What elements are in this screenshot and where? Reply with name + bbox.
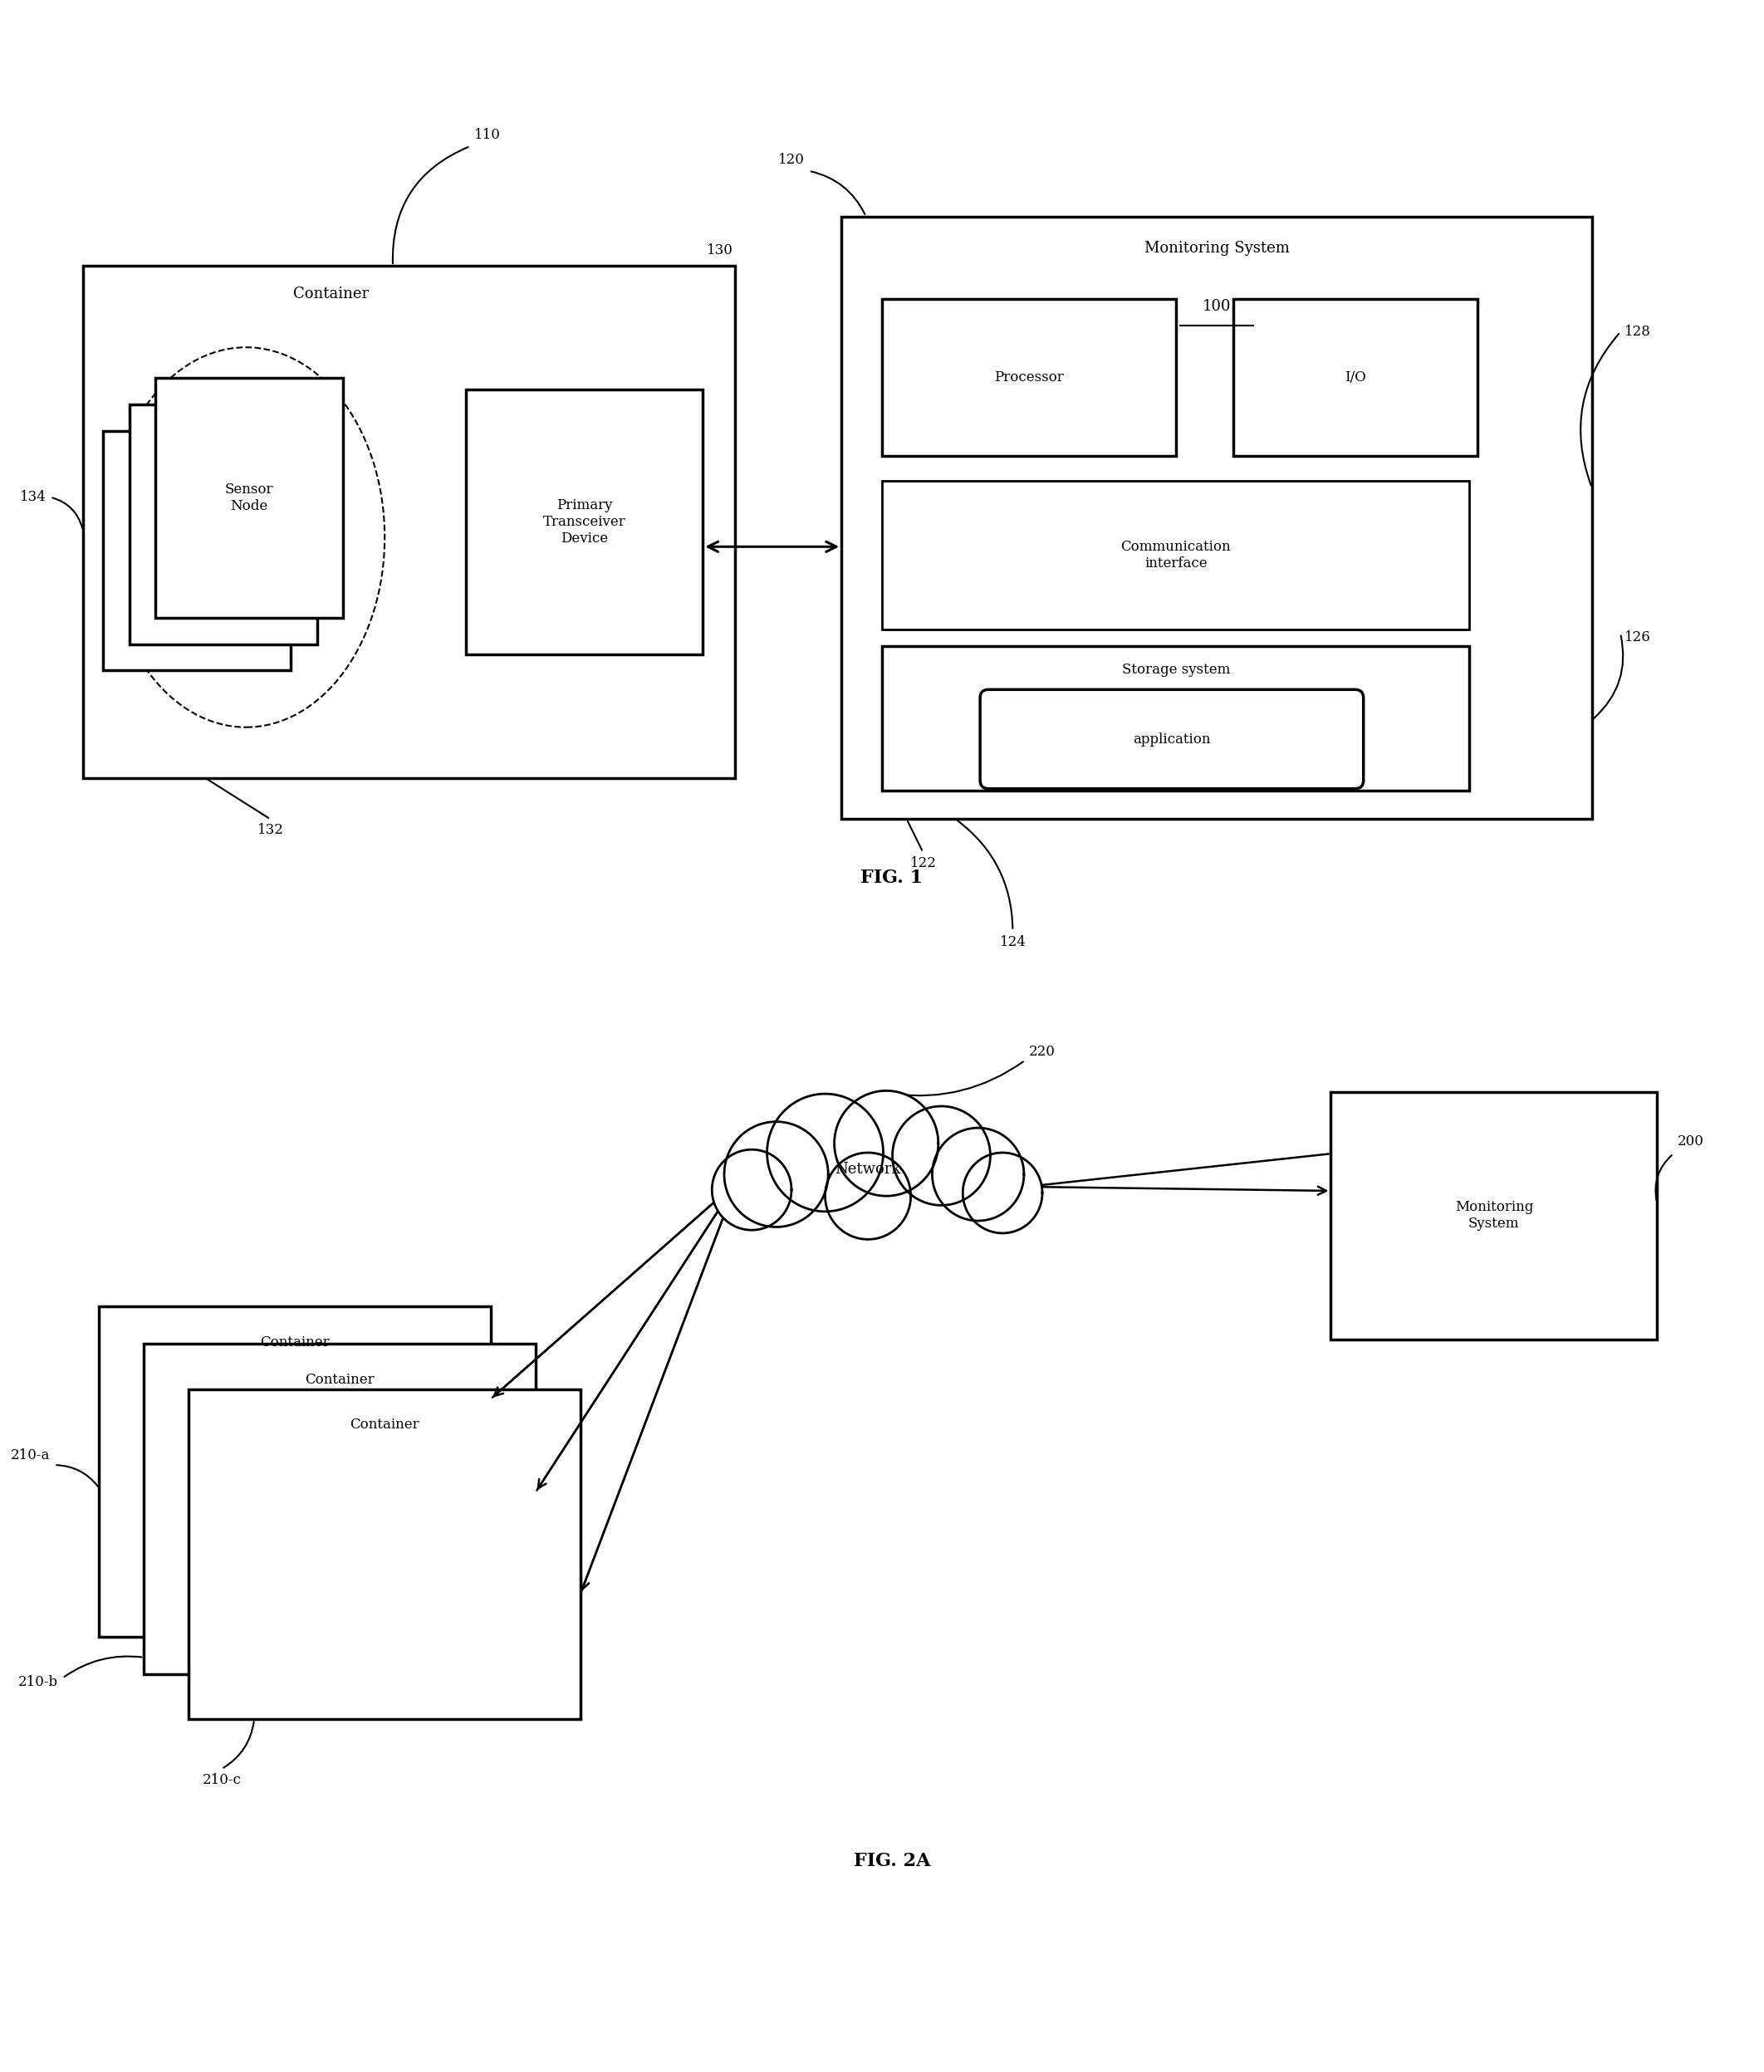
Text: application: application (1132, 731, 1210, 746)
Text: Container: Container (349, 1417, 420, 1432)
Text: Monitoring
System: Monitoring System (1455, 1200, 1533, 1231)
Text: Processor: Processor (995, 371, 1064, 385)
FancyBboxPatch shape (99, 1307, 490, 1637)
FancyBboxPatch shape (466, 390, 702, 655)
Circle shape (713, 1150, 792, 1231)
FancyBboxPatch shape (129, 404, 318, 644)
Circle shape (893, 1106, 990, 1206)
Text: Monitoring System: Monitoring System (1145, 240, 1289, 257)
Text: 200: 200 (1678, 1133, 1704, 1148)
Text: Sensor
Node: Sensor Node (226, 483, 273, 514)
FancyBboxPatch shape (104, 431, 291, 671)
Text: 134: 134 (19, 491, 46, 503)
Text: Storage system: Storage system (1122, 663, 1230, 675)
Text: 210-c: 210-c (203, 1774, 242, 1788)
Text: 126: 126 (1625, 630, 1651, 644)
Text: Primary
Transceiver
Device: Primary Transceiver Device (543, 499, 626, 545)
FancyBboxPatch shape (189, 1388, 580, 1720)
FancyBboxPatch shape (882, 298, 1177, 456)
Circle shape (826, 1152, 910, 1239)
FancyBboxPatch shape (882, 646, 1469, 789)
Text: 122: 122 (910, 856, 937, 870)
Circle shape (767, 1094, 884, 1212)
Circle shape (931, 1127, 1023, 1220)
Ellipse shape (108, 348, 385, 727)
FancyBboxPatch shape (841, 215, 1591, 818)
Text: 110: 110 (475, 128, 501, 143)
Text: 120: 120 (778, 153, 804, 168)
Text: I/O: I/O (1344, 371, 1365, 385)
Text: FIG. 2A: FIG. 2A (854, 1852, 930, 1869)
Circle shape (834, 1090, 938, 1196)
Text: 210-a: 210-a (11, 1448, 49, 1463)
FancyBboxPatch shape (145, 1343, 536, 1674)
Circle shape (963, 1152, 1043, 1233)
FancyBboxPatch shape (155, 379, 342, 617)
Text: Communication
interface: Communication interface (1120, 539, 1231, 570)
Text: 100: 100 (1203, 298, 1231, 313)
Text: 128: 128 (1625, 325, 1651, 340)
FancyBboxPatch shape (1330, 1092, 1656, 1339)
Text: Container: Container (293, 286, 369, 303)
FancyBboxPatch shape (83, 265, 736, 777)
Text: 130: 130 (707, 244, 734, 257)
Text: 220: 220 (1028, 1044, 1055, 1059)
Text: 210-b: 210-b (18, 1674, 58, 1689)
Text: Container: Container (261, 1334, 330, 1349)
Text: FIG. 1: FIG. 1 (861, 868, 923, 887)
Text: 124: 124 (1000, 934, 1027, 949)
FancyBboxPatch shape (1233, 298, 1478, 456)
FancyBboxPatch shape (981, 690, 1364, 789)
Text: Network: Network (834, 1162, 901, 1177)
Text: Container: Container (305, 1372, 374, 1386)
Text: 132: 132 (258, 823, 284, 837)
Circle shape (725, 1121, 827, 1227)
FancyBboxPatch shape (882, 481, 1469, 630)
